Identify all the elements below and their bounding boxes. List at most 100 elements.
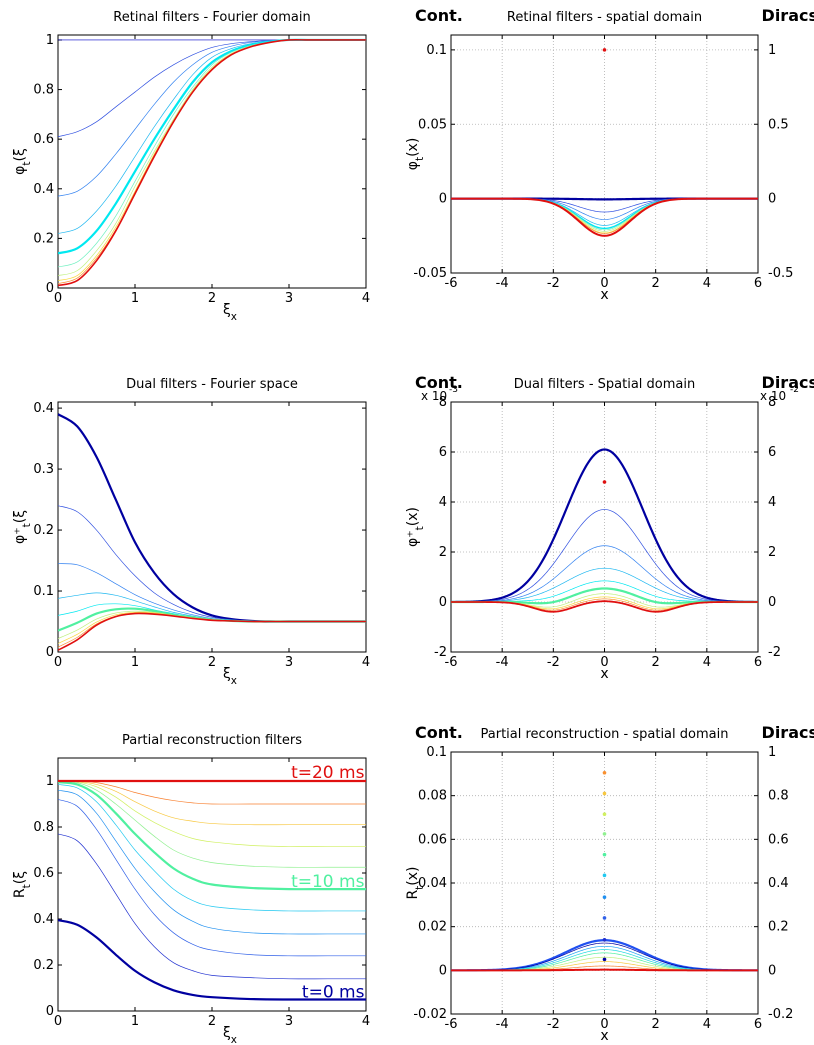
x-tick-label: -6 <box>445 655 458 670</box>
series-line-3 <box>58 789 366 935</box>
dirac-point-8 <box>602 937 607 942</box>
plot-area <box>450 401 759 653</box>
x-tick-label: -4 <box>496 1017 509 1032</box>
right-axis-corner-label: Diracs <box>762 6 814 25</box>
series-curve-8 <box>451 968 758 972</box>
chart-title: Partial reconstruction filters <box>122 733 302 748</box>
x-tick-label: 2 <box>652 1017 660 1032</box>
right-axis-multiplier: x 10 <box>760 389 786 403</box>
y-tick-label: 4 <box>439 495 447 510</box>
x-tick-label: 0 <box>54 655 62 670</box>
chart-title: Dual filters - Fourier space <box>126 377 298 392</box>
x-tick-label: 4 <box>703 655 711 670</box>
x-tick-label: 2 <box>208 1014 216 1029</box>
y-axis-label: Rt(ξ <box>12 871 33 898</box>
dirac-point-0 <box>602 770 607 775</box>
annotation-label-0: t=20 ms <box>291 763 365 783</box>
y-tick-label: 0.02 <box>418 920 447 935</box>
plot-area <box>450 34 759 274</box>
y-tick-label: 0.6 <box>33 132 54 147</box>
series-layer <box>451 197 758 237</box>
x-tick-label: 4 <box>703 1017 711 1032</box>
y-right-tick-label: 0.4 <box>768 876 789 891</box>
series-line-4 <box>58 784 366 912</box>
x-axis-label: x <box>600 666 608 682</box>
x-tick-label: -6 <box>445 276 458 291</box>
x-tick-label: -2 <box>547 276 560 291</box>
x-tick-label: 0 <box>54 1014 62 1029</box>
y-tick-label: 0.06 <box>418 832 447 847</box>
y-axis-label: Rt(x) <box>405 866 426 899</box>
y-tick-label: 0.2 <box>33 523 54 538</box>
y-right-tick-label: 2 <box>768 545 776 560</box>
x-tick-label: 1 <box>131 655 139 670</box>
y-tick-label: 0.4 <box>33 182 54 197</box>
y-tick-label: 0.4 <box>33 912 54 927</box>
x-tick-label: 2 <box>652 276 660 291</box>
series-layer <box>58 38 366 287</box>
y-tick-label: 0 <box>46 645 54 660</box>
y-tick-label: 0.05 <box>418 117 447 132</box>
panel-retinal-fourier: 0 1 2 3 4 0 0.2 0.4 0.6 0.8 1 Retinal filters - Fou… <box>12 10 370 323</box>
chart-title: Dual filters - Spatial domain <box>514 377 696 392</box>
x-tick-label: 4 <box>362 291 370 306</box>
y-right-tick-label: -0.2 <box>768 1007 793 1022</box>
x-tick-label: 0 <box>600 1017 608 1032</box>
y-tick-label: 0 <box>46 281 54 296</box>
x-axis-label: ξx <box>223 1025 237 1045</box>
y-right-tick-label: -0.5 <box>768 266 793 281</box>
x-tick-label: 6 <box>754 655 762 670</box>
x-tick-label: 4 <box>362 655 370 670</box>
y-tick-label: 6 <box>439 445 447 460</box>
series-line-8 <box>58 780 366 826</box>
x-tick-label: 2 <box>208 655 216 670</box>
x-axis-label: ξx <box>223 302 237 323</box>
x-tick-label: 6 <box>754 1017 762 1032</box>
y-axis-label: φt(x) <box>405 138 426 171</box>
x-tick-label: 1 <box>131 1014 139 1029</box>
x-tick-label: 1 <box>131 291 139 306</box>
series-line-9 <box>58 38 366 287</box>
left-axis-corner-label: Cont. <box>415 6 463 25</box>
y-tick-label: 1 <box>46 774 54 789</box>
right-axis-exponent: -2 <box>790 385 799 395</box>
series-line-0 <box>58 919 366 1001</box>
y-right-tick-label: 0.5 <box>768 117 789 132</box>
dirac-point-4 <box>602 852 607 857</box>
x-tick-label: 0 <box>600 276 608 291</box>
chart-title: Retinal filters - Fourier domain <box>113 10 310 25</box>
right-axis-corner-label: Diracs <box>762 373 814 392</box>
y-right-tick-label: 0.2 <box>768 920 789 935</box>
y-tick-label: 0.1 <box>426 745 447 760</box>
series-line-9 <box>58 612 366 651</box>
dirac-point-2 <box>602 812 607 817</box>
x-tick-label: -2 <box>547 1017 560 1032</box>
x-axis-label: ξx <box>223 666 237 687</box>
chart-title: Partial reconstruction - spatial domain <box>481 727 729 742</box>
y-tick-label: -2 <box>434 645 447 660</box>
panel-dual-spatial: -6 -4 -2 0 2 4 6 -2 0 2 4 6 8 -2 0 2 4 6 8 Dual filters - S… <box>405 373 814 682</box>
y-tick-label: 2 <box>439 545 447 560</box>
series-line-7 <box>58 780 366 847</box>
y-tick-label: 0 <box>439 192 447 207</box>
x-tick-label: -2 <box>547 655 560 670</box>
left-axis-multiplier: x 10 <box>421 389 447 403</box>
x-tick-label: 4 <box>362 1014 370 1029</box>
series-line-9 <box>58 780 366 805</box>
series-curve-9 <box>451 197 758 237</box>
x-tick-label: 3 <box>285 1014 293 1029</box>
y-right-tick-label: 1 <box>768 43 776 58</box>
chart-title: Retinal filters - spatial domain <box>507 10 702 25</box>
y-tick-label: -0.02 <box>413 1007 447 1022</box>
y-right-tick-label: 6 <box>768 445 776 460</box>
dirac-point-0 <box>602 480 607 484</box>
y-tick-label: 0.2 <box>33 958 54 973</box>
series-curve-0 <box>451 448 758 604</box>
series-layer <box>58 413 366 651</box>
y-right-tick-label: 0.8 <box>768 789 789 804</box>
annotation-label-1: t=10 ms <box>291 872 365 892</box>
y-tick-label: 8 <box>439 395 447 410</box>
y-right-tick-label: 4 <box>768 495 776 510</box>
y-tick-label: -0.05 <box>413 266 447 281</box>
y-right-tick-label: 1 <box>768 745 776 760</box>
